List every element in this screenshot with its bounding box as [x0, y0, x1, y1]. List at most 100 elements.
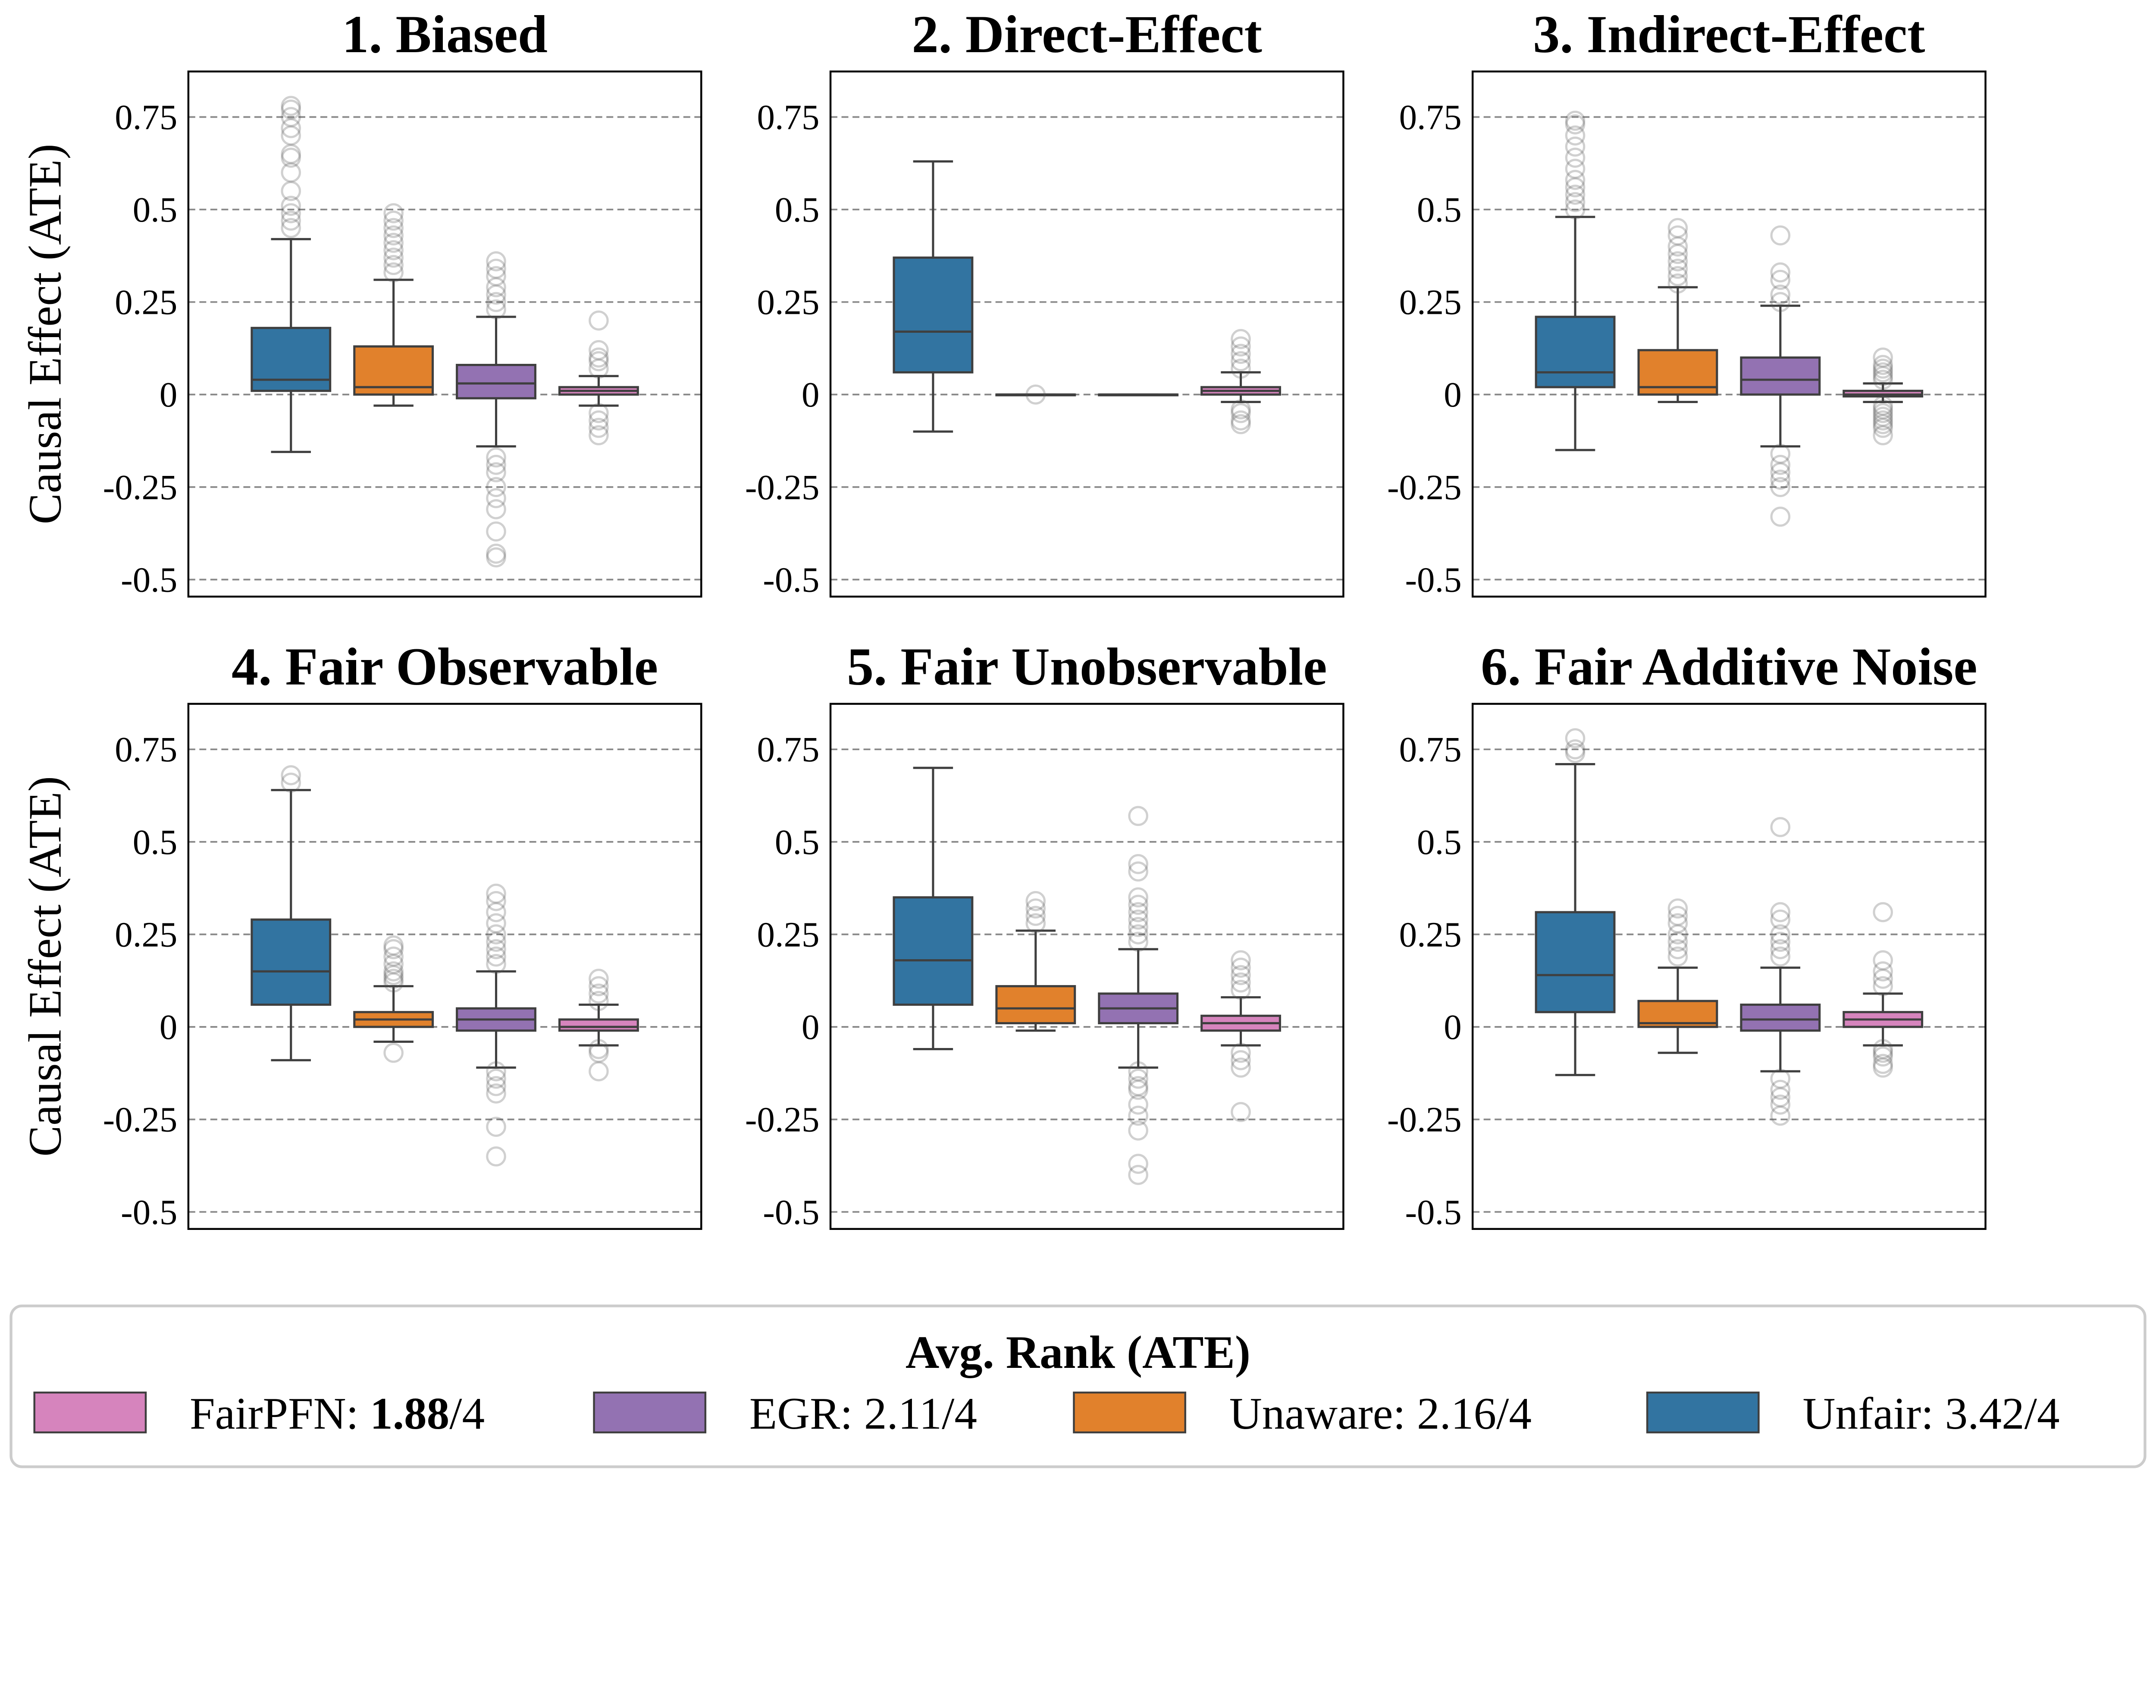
outlier-point — [1128, 861, 1148, 882]
legend-label-value: 3.42 — [1945, 1388, 2024, 1439]
outlier-point — [486, 251, 506, 272]
outlier-point — [589, 1039, 609, 1059]
y-tick-label: 0.5 — [1417, 822, 1462, 862]
outlier-point — [486, 902, 506, 923]
outlier-point — [1667, 259, 1688, 279]
panel-4: 4. Fair Observable 0.75 0.5 0.25 0 -0.25 -0.5 C… — [19, 637, 702, 1232]
outlier-point — [486, 954, 506, 974]
outlier-point — [1873, 1046, 1893, 1067]
box-unaware — [1637, 898, 1718, 1054]
iqr-box — [1535, 911, 1616, 1014]
panel-title: 3. Indirect-Effect — [1533, 4, 1925, 64]
outlier-point — [1565, 728, 1586, 748]
outlier-point — [1873, 347, 1893, 368]
y-tick-label: 0.25 — [1399, 914, 1462, 954]
outlier-point — [589, 347, 609, 368]
outlier-point — [281, 218, 301, 238]
outlier-point — [281, 125, 301, 146]
outlier-point — [383, 240, 404, 260]
outlier-point — [1873, 362, 1893, 382]
legend-label-value: 2.16 — [1417, 1388, 1496, 1439]
outlier-point — [281, 99, 301, 120]
outlier-point — [1770, 507, 1791, 527]
box-unaware — [995, 891, 1076, 1032]
outlier-point — [1770, 909, 1791, 930]
outlier-point — [1667, 906, 1688, 926]
iqr-box — [1740, 356, 1821, 396]
outlier-point — [486, 1076, 506, 1096]
outlier-point — [1565, 110, 1586, 131]
legend-entry: EGR: 2.11/4 — [593, 1388, 977, 1439]
y-tick-label: 0.5 — [133, 822, 178, 862]
outlier-point — [486, 447, 506, 468]
outlier-point — [486, 292, 506, 312]
outlier-point — [589, 310, 609, 331]
outlier-point — [1770, 902, 1791, 923]
outlier-point — [1231, 1050, 1251, 1070]
outlier-point — [383, 969, 404, 989]
panel-3: 3. Indirect-Effect 0.75 0.5 0.25 0 -0.25 -0.5 — [1387, 4, 1987, 599]
outlier-point — [486, 499, 506, 519]
panel-1: 1. Biased 0.75 0.5 0.25 0 -0.25 -0.5 Causal Eff… — [19, 4, 702, 599]
y-tick-label: -0.5 — [121, 560, 177, 599]
outlier-point — [486, 455, 506, 475]
outlier-point — [383, 935, 404, 956]
panel-frame — [187, 703, 702, 1230]
outlier-point — [589, 340, 609, 360]
outlier-point — [1231, 979, 1251, 1000]
legend-label-suffix: /4 — [1496, 1388, 1532, 1439]
outlier-point — [1873, 414, 1893, 435]
outlier-point — [1231, 972, 1251, 993]
outlier-point — [589, 976, 609, 996]
outlier-point — [1128, 924, 1148, 945]
outlier-point — [486, 462, 506, 482]
iqr-box — [251, 327, 332, 392]
outlier-point — [589, 358, 609, 379]
legend-label-name: Unaware: — [1229, 1388, 1417, 1439]
outlier-point — [589, 418, 609, 438]
box-egr — [1098, 393, 1179, 397]
box-egr — [456, 883, 536, 1167]
y-tick-label: 0 — [160, 1007, 177, 1047]
outlier-point — [383, 203, 404, 223]
outlier-point — [589, 425, 609, 445]
y-axis-label: Causal Effect (ATE) — [19, 776, 71, 1157]
legend-label: Unaware: 2.16/4 — [1229, 1388, 1532, 1439]
outlier-point — [486, 1068, 506, 1089]
box-fairpfn — [558, 969, 639, 1082]
outlier-point — [1770, 462, 1791, 482]
outlier-point — [1565, 159, 1586, 179]
outlier-point — [1128, 932, 1148, 952]
outlier-point — [1128, 854, 1148, 874]
box-fairpfn — [1843, 902, 1924, 1078]
outlier-point — [1873, 358, 1893, 379]
outlier-point — [1025, 384, 1046, 405]
panel-frame — [1471, 70, 1987, 598]
outlier-point — [1770, 1095, 1791, 1115]
outlier-point — [1231, 965, 1251, 985]
outlier-point — [1667, 266, 1688, 286]
outlier-point — [1667, 932, 1688, 952]
y-tick-label: 0.25 — [757, 282, 819, 322]
legend-label-name: FairPFN: — [190, 1388, 370, 1439]
panel-frame — [187, 70, 702, 598]
legend-label-suffix: /4 — [2024, 1388, 2060, 1439]
outlier-point — [1231, 329, 1251, 349]
y-tick-label: -0.25 — [1387, 467, 1462, 507]
outlier-point — [486, 299, 506, 320]
iqr-box — [893, 257, 974, 374]
outlier-point — [1565, 170, 1586, 190]
outlier-point — [383, 255, 404, 275]
outlier-point — [486, 477, 506, 497]
outlier-point — [1231, 410, 1251, 431]
y-axis-label: Causal Effect (ATE) — [19, 144, 71, 524]
panel-frame — [1471, 703, 1987, 1230]
outlier-point — [1565, 739, 1586, 760]
outlier-point — [1231, 403, 1251, 423]
y-tick-label: 0.25 — [1399, 282, 1462, 322]
outlier-point — [1770, 1079, 1791, 1100]
outlier-point — [486, 883, 506, 904]
outlier-point — [1231, 414, 1251, 435]
outlier-point — [1873, 1042, 1893, 1063]
y-tick-label: -0.25 — [1387, 1100, 1462, 1139]
